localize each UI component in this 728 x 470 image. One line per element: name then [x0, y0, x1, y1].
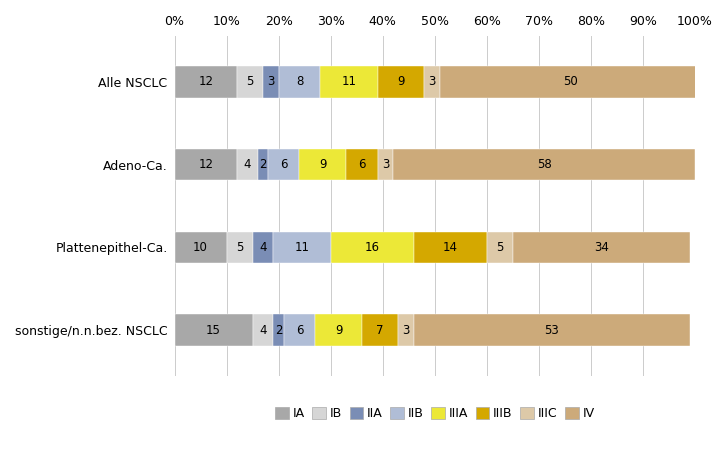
Text: 5: 5 [246, 75, 254, 88]
Text: 12: 12 [198, 158, 213, 171]
Text: 8: 8 [296, 75, 303, 88]
Bar [274, 314, 284, 346]
Text: 3: 3 [381, 158, 389, 171]
Bar [398, 314, 414, 346]
Text: 9: 9 [319, 158, 327, 171]
Bar [253, 232, 274, 263]
Bar [299, 149, 347, 180]
Bar [414, 314, 690, 346]
Text: 3: 3 [267, 75, 274, 88]
Bar [487, 232, 513, 263]
Text: 6: 6 [358, 158, 365, 171]
Bar [320, 66, 378, 98]
Text: 53: 53 [545, 323, 559, 337]
Text: 9: 9 [335, 323, 342, 337]
Bar [378, 66, 424, 98]
Text: 6: 6 [296, 323, 304, 337]
Bar [175, 149, 237, 180]
Text: 14: 14 [443, 241, 458, 254]
Text: 15: 15 [206, 323, 221, 337]
Text: 5: 5 [496, 241, 504, 254]
Bar [279, 66, 320, 98]
Text: 50: 50 [563, 75, 577, 88]
Bar [258, 149, 268, 180]
Bar [268, 149, 299, 180]
Text: 16: 16 [365, 241, 380, 254]
Bar [424, 66, 440, 98]
Text: 11: 11 [295, 241, 309, 254]
Bar [414, 232, 487, 263]
Bar [440, 66, 700, 98]
Text: 4: 4 [259, 241, 266, 254]
Text: 2: 2 [275, 323, 282, 337]
Bar [237, 149, 258, 180]
Bar [237, 66, 263, 98]
Bar [378, 149, 393, 180]
Text: 4: 4 [244, 158, 251, 171]
Bar [274, 232, 331, 263]
Legend: IA, IB, IIA, IIB, IIIA, IIIB, IIIC, IV: IA, IB, IIA, IIB, IIIA, IIIB, IIIC, IV [270, 402, 599, 425]
Bar [284, 314, 315, 346]
Text: 7: 7 [376, 323, 384, 337]
Text: 6: 6 [280, 158, 288, 171]
Bar [331, 232, 414, 263]
Bar [175, 66, 237, 98]
Text: 12: 12 [198, 75, 213, 88]
Bar [393, 149, 695, 180]
Text: 10: 10 [193, 241, 208, 254]
Bar [175, 232, 226, 263]
Bar [362, 314, 398, 346]
Bar [347, 149, 378, 180]
Text: 2: 2 [259, 158, 266, 171]
Text: 58: 58 [537, 158, 552, 171]
Bar [263, 66, 279, 98]
Bar [315, 314, 362, 346]
Bar [226, 232, 253, 263]
Text: 4: 4 [259, 323, 266, 337]
Text: 3: 3 [429, 75, 436, 88]
Text: 34: 34 [594, 241, 609, 254]
Bar [175, 314, 253, 346]
Text: 3: 3 [403, 323, 410, 337]
Text: 5: 5 [236, 241, 243, 254]
Text: 11: 11 [341, 75, 357, 88]
Text: 9: 9 [397, 75, 405, 88]
Bar [513, 232, 690, 263]
Bar [253, 314, 274, 346]
